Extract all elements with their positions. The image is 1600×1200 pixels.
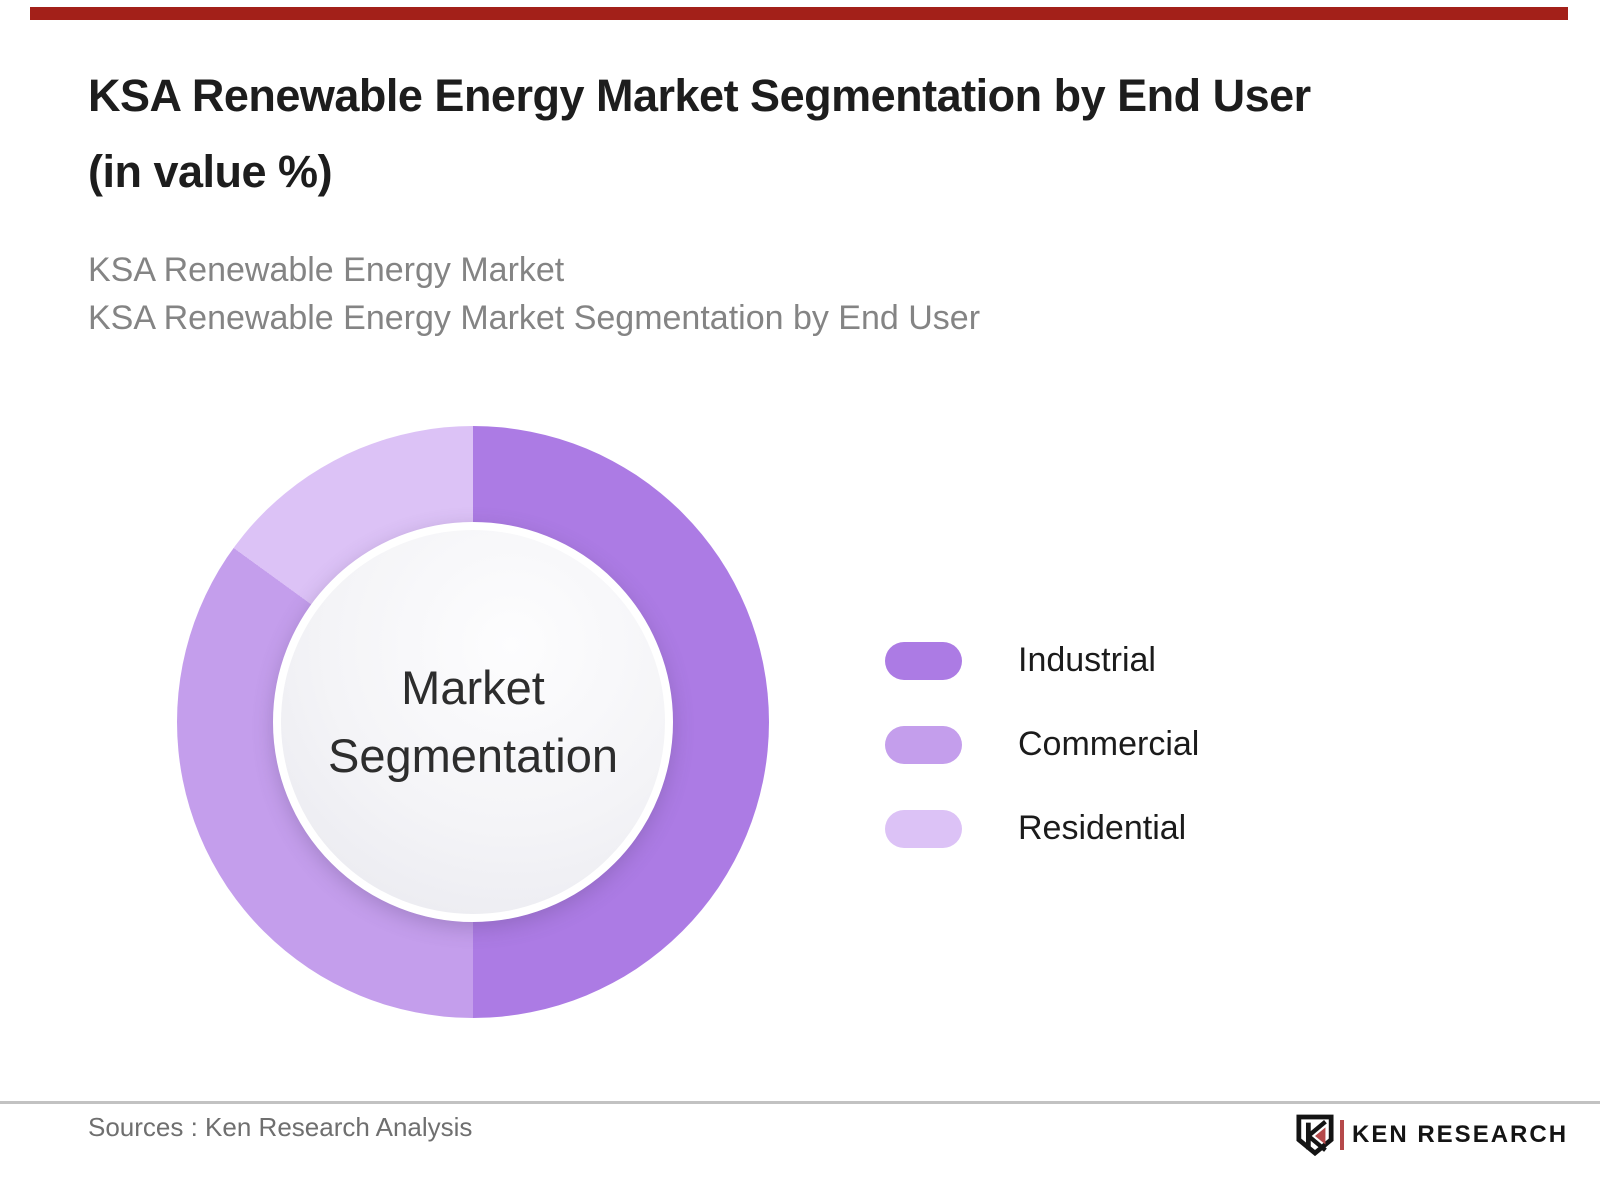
brand-logo: KEN RESEARCH [1296,1114,1568,1156]
legend-swatch-residential [885,809,962,848]
donut-chart: Market Segmentation [177,426,769,1018]
brand-separator [1340,1120,1344,1150]
subtitle-line-2: KSA Renewable Energy Market Segmentation… [88,299,981,337]
page-subtitle: KSA Renewable Energy Market KSA Renewabl… [88,246,1488,342]
subtitle-line-1: KSA Renewable Energy Market [88,251,565,289]
page-title: KSA Renewable Energy Market Segmentation… [88,58,1548,210]
legend-label-commercial: Commercial [1018,725,1200,763]
legend-swatch-industrial [885,641,962,680]
footer-divider [0,1101,1600,1104]
donut-center-label-line-1: Market [401,661,545,714]
legend-label-industrial: Industrial [1018,641,1156,679]
legend-item-commercial: Commercial [885,725,1199,764]
legend-item-residential: Residential [885,809,1199,848]
donut-center-label-line-2: Segmentation [327,729,619,782]
page-title-line-1: KSA Renewable Energy Market Segmentation… [88,70,1311,121]
donut-hole: Market Segmentation [273,522,673,922]
legend-label-residential: Residential [1018,809,1187,847]
legend-swatch-commercial [885,725,962,764]
top-accent-bar [30,7,1568,20]
page-title-line-2: (in value %) [88,146,333,197]
chart-legend: Industrial Commercial Residential [885,641,1199,848]
source-note: Sources : Ken Research Analysis [88,1112,473,1142]
brand-shield-icon [1296,1114,1334,1156]
brand-name: KEN RESEARCH [1352,1121,1569,1148]
legend-item-industrial: Industrial [885,641,1199,680]
